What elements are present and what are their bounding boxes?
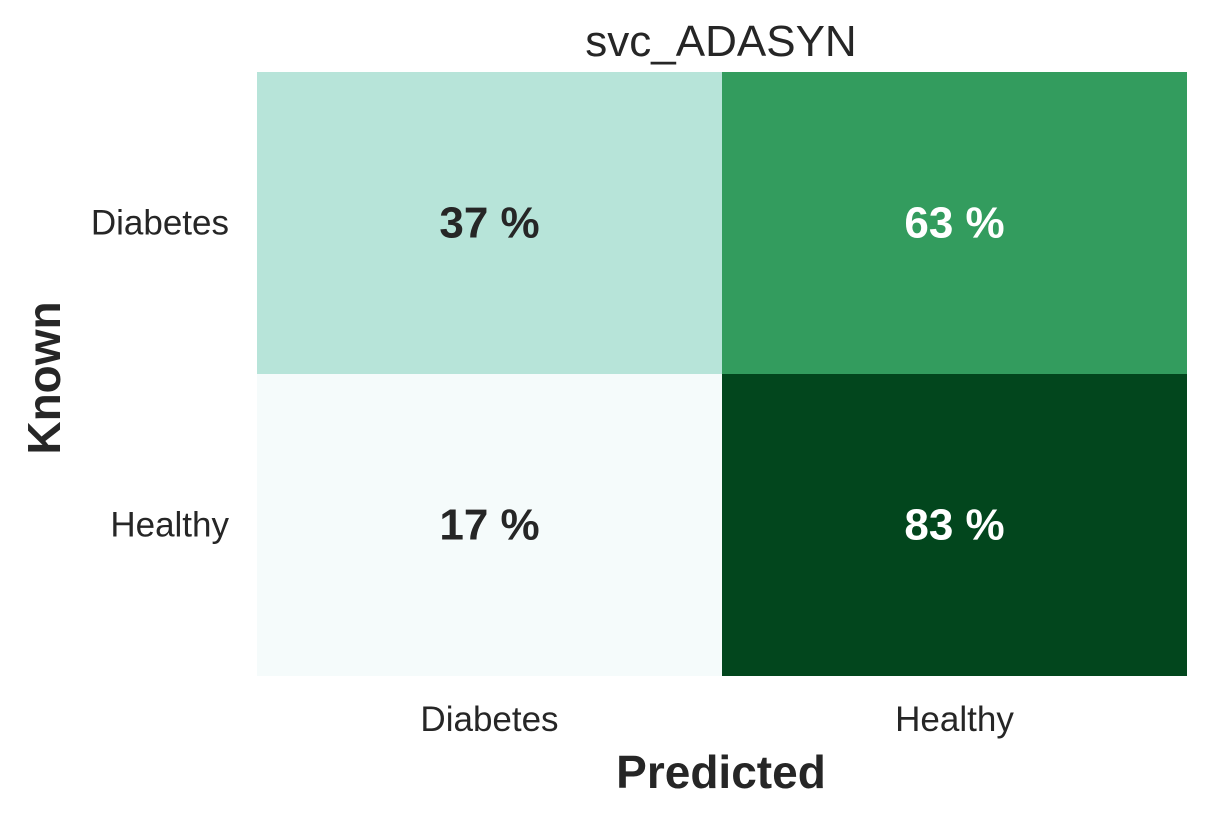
cell-value-label-r0-c1: 63 % (904, 199, 1004, 248)
heatmap-cell-r0-c0 (257, 72, 722, 374)
cell-value-label-r1-c0: 17 % (439, 501, 539, 550)
y-tick-labels: Diabetes Healthy (91, 204, 230, 545)
y-tick-label: Diabetes (91, 204, 229, 243)
cell-value-label-r1-c1: 83 % (904, 501, 1004, 550)
heatmap-cells (257, 72, 1187, 676)
x-axis-label: Predicted (616, 746, 826, 798)
x-tick-label: Healthy (895, 700, 1014, 739)
heatmap-cell-labels: 37 % 63 % 17 % 83 % (439, 199, 1004, 550)
chart-title: svc_ADASYN (585, 17, 856, 66)
cell-value-label-r0-c0: 37 % (439, 199, 539, 248)
heatmap-cell-r0-c1 (722, 72, 1187, 374)
x-tick-labels: Diabetes Healthy (420, 700, 1014, 739)
x-tick-label: Diabetes (420, 700, 558, 739)
heatmap-cell-r1-c0 (257, 374, 722, 676)
heatmap-cell-r1-c1 (722, 374, 1187, 676)
y-axis-label: Known (18, 301, 70, 454)
y-tick-label: Healthy (110, 506, 229, 545)
